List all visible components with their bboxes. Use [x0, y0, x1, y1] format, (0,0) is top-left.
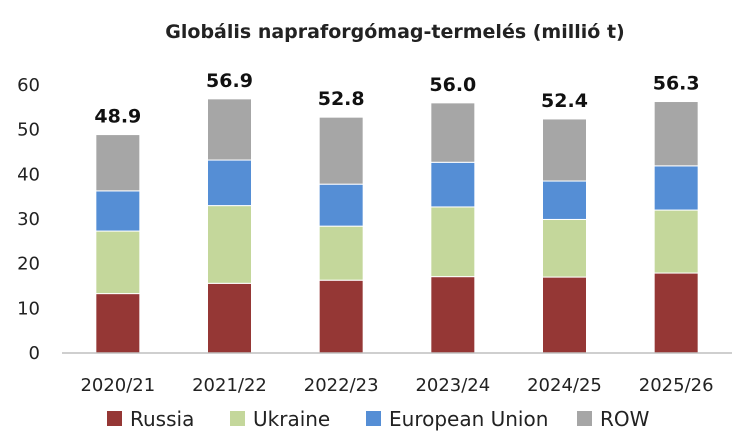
bar-segment-european-union — [542, 180, 587, 220]
legend-swatch-ukraine — [230, 411, 245, 426]
y-tick-label: 50 — [17, 120, 40, 141]
total-label: 48.9 — [94, 106, 141, 128]
x-tick-label: 2020/21 — [80, 375, 155, 396]
bar-segment-ukraine — [430, 206, 476, 278]
bar-segment-european-union — [95, 190, 141, 232]
bar-segment-european-union — [430, 161, 476, 208]
total-label: 56.3 — [653, 73, 700, 95]
x-tick-label: 2023/24 — [415, 375, 490, 396]
legend: Russia Ukraine European Union ROW — [107, 407, 650, 431]
bar-segment-european-union — [318, 183, 364, 227]
bar-segment-russia — [542, 276, 587, 354]
total-label: 52.8 — [318, 88, 365, 110]
bar-segment-russia — [318, 279, 364, 354]
x-tick-label: 2025/26 — [639, 375, 714, 396]
x-axis: 2020/21 2021/22 2022/23 2023/24 2024/25 2025/… — [62, 352, 732, 396]
total-labels: 48.9 56.9 52.8 56.0 52.4 56.3 — [94, 70, 699, 128]
legend-swatch-european-union — [366, 411, 381, 426]
bar-segment-russia — [430, 276, 476, 354]
legend-label: ROW — [600, 407, 650, 431]
bar-segment-ukraine — [318, 225, 364, 281]
y-tick-label: 60 — [17, 75, 40, 96]
bar-segment-row — [542, 118, 587, 182]
legend-label: Russia — [130, 407, 194, 431]
bar-segment-russia — [207, 282, 252, 354]
legend-label: European Union — [389, 407, 548, 431]
bar-segment-european-union — [653, 165, 699, 211]
y-tick-label: 30 — [17, 209, 40, 230]
bar-segment-row — [430, 102, 476, 163]
total-label: 56.0 — [429, 74, 476, 96]
x-tick-label: 2021/22 — [192, 375, 267, 396]
bar-segment-russia — [653, 272, 699, 354]
y-axis: 0 10 20 30 40 50 60 — [17, 75, 40, 364]
bar-segment-ukraine — [542, 218, 587, 278]
legend-label: Ukraine — [253, 407, 330, 431]
legend-swatch-row — [577, 411, 592, 426]
bar-segment-row — [207, 98, 252, 161]
bar-segment-row — [95, 134, 141, 192]
bar-segment-row — [318, 116, 364, 185]
bar-segment-row — [653, 101, 699, 167]
bar-segment-european-union — [207, 159, 252, 207]
bar-segment-ukraine — [95, 230, 141, 295]
y-tick-label: 40 — [17, 164, 40, 185]
y-tick-label: 10 — [17, 298, 40, 319]
y-tick-label: 0 — [29, 343, 40, 364]
legend-swatch-russia — [107, 411, 122, 426]
bar-segment-russia — [95, 293, 141, 354]
x-tick-label: 2022/23 — [304, 375, 379, 396]
total-label: 52.4 — [541, 90, 588, 112]
bar-segment-ukraine — [653, 209, 699, 274]
chart-title: Globális napraforgómag-termelés (millió … — [165, 21, 624, 43]
y-tick-label: 20 — [17, 254, 40, 275]
bars — [95, 98, 699, 354]
x-tick-label: 2024/25 — [527, 375, 602, 396]
total-label: 56.9 — [206, 70, 253, 92]
bar-segment-ukraine — [207, 205, 252, 284]
